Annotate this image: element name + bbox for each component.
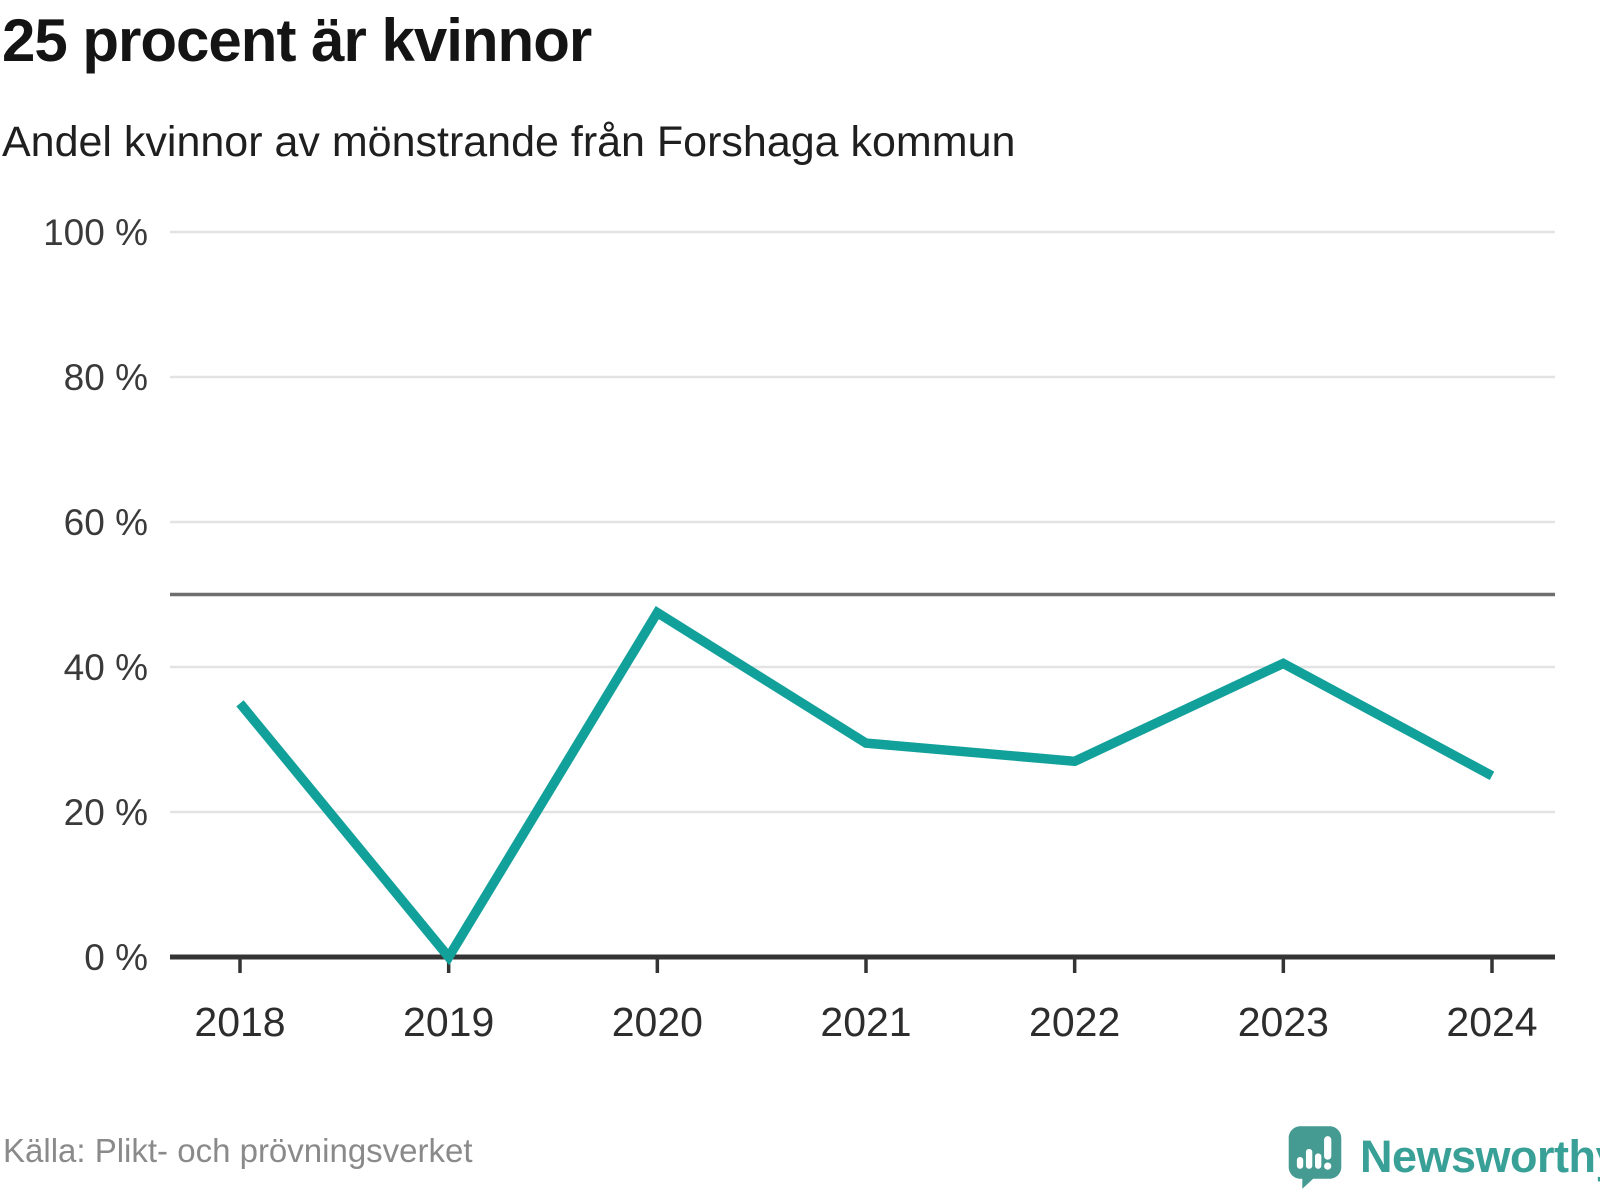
brand-lockup: Newsworthy xyxy=(1286,1124,1600,1190)
newsworthy-logo-icon xyxy=(1288,1126,1342,1189)
y-tick-label-100: 100 % xyxy=(43,212,148,253)
x-tick-label-2019: 2019 xyxy=(403,999,494,1045)
y-tick-label-40: 40 % xyxy=(64,647,148,688)
brand-name: Newsworthy xyxy=(1360,1131,1600,1182)
x-tick-label-2018: 2018 xyxy=(194,999,285,1045)
logo-bar-1 xyxy=(1296,1157,1304,1169)
logo-bar-2 xyxy=(1305,1148,1313,1169)
x-tick-label-2022: 2022 xyxy=(1029,999,1120,1045)
y-tick-label-20: 20 % xyxy=(64,792,148,833)
logo-exclamation-bar xyxy=(1324,1136,1332,1160)
logo-exclamation-dot xyxy=(1324,1162,1332,1170)
x-tick-label-2020: 2020 xyxy=(612,999,703,1045)
data-line xyxy=(236,606,1495,966)
y-tick-label-60: 60 % xyxy=(64,502,148,543)
logo-bar-3 xyxy=(1315,1153,1322,1169)
y-tick-label-80: 80 % xyxy=(64,357,148,398)
source-caption: Källa: Plikt- och prövningsverket xyxy=(3,1132,473,1169)
chart-title: 25 procent är kvinnor xyxy=(2,7,592,74)
y-tick-label-0: 0 % xyxy=(84,937,148,978)
x-tick-label-2021: 2021 xyxy=(820,999,911,1045)
chart-subtitle: Andel kvinnor av mönstrande från Forshag… xyxy=(2,118,1016,166)
x-tick-label-2024: 2024 xyxy=(1446,999,1537,1045)
x-tick-label-2023: 2023 xyxy=(1238,999,1329,1045)
